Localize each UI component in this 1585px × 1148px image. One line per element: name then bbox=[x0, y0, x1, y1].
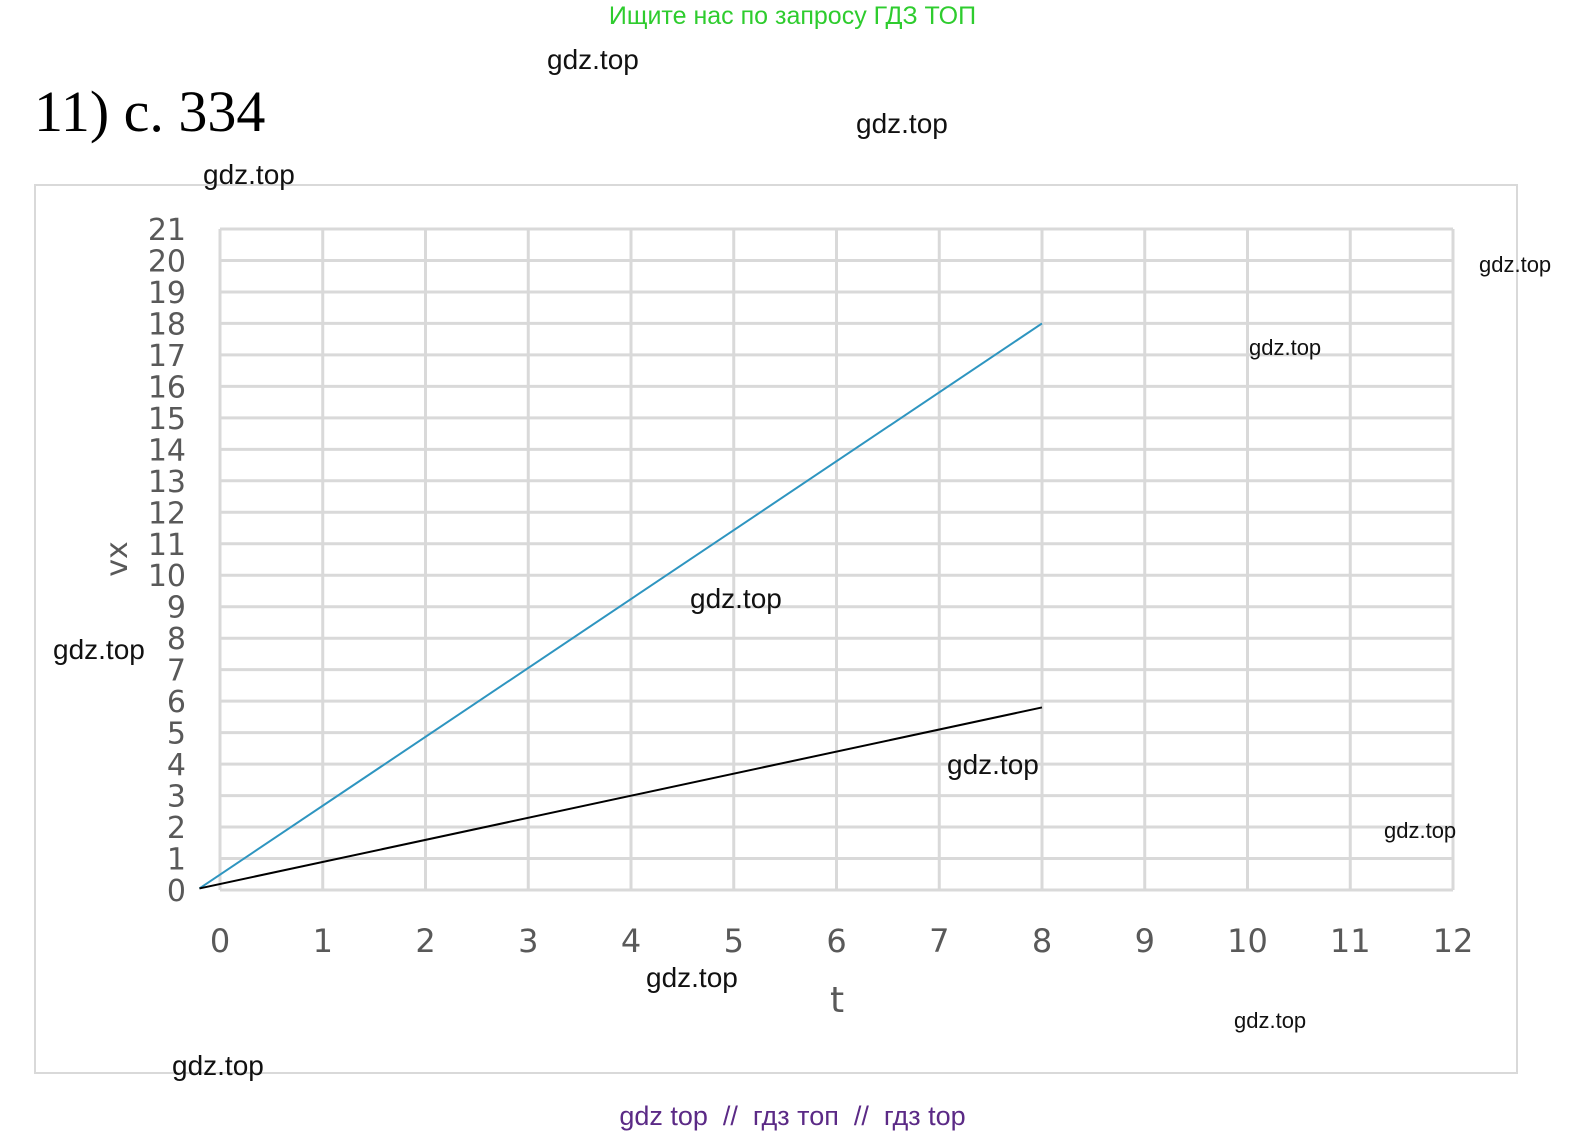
y-tick-label: 8 bbox=[167, 622, 186, 657]
y-tick-label: 6 bbox=[167, 685, 186, 720]
x-tick-label: 2 bbox=[415, 922, 435, 960]
x-tick-label: 4 bbox=[621, 922, 641, 960]
y-tick-label: 13 bbox=[148, 465, 186, 500]
watermark: gdz.top bbox=[203, 159, 295, 190]
watermark: gdz.top bbox=[1479, 252, 1552, 277]
y-tick-label: 18 bbox=[148, 307, 186, 342]
y-tick-label: 14 bbox=[148, 433, 186, 468]
x-axis-title: t bbox=[830, 980, 844, 1021]
y-tick-label: 7 bbox=[167, 654, 186, 689]
watermark: gdz.top bbox=[53, 634, 145, 665]
watermark: gdz.top bbox=[856, 108, 948, 139]
x-tick-label: 1 bbox=[313, 922, 333, 960]
watermark: gdz.top bbox=[947, 749, 1039, 780]
watermark: gdz.top bbox=[547, 44, 639, 75]
x-tick-label: 6 bbox=[826, 922, 846, 960]
y-tick-label: 4 bbox=[167, 748, 186, 783]
y-tick-label: 1 bbox=[167, 843, 186, 878]
series-line-2 bbox=[199, 706, 1043, 890]
y-tick-label: 10 bbox=[148, 559, 186, 594]
y-tick-label: 21 bbox=[148, 213, 186, 248]
x-tick-label: 10 bbox=[1227, 922, 1268, 960]
x-tick-label: 9 bbox=[1135, 922, 1155, 960]
y-tick-label: 3 bbox=[167, 780, 186, 815]
y-tick-label: 0 bbox=[167, 874, 186, 909]
watermark: gdz.top bbox=[1249, 335, 1322, 360]
watermark: gdz.top bbox=[1234, 1008, 1307, 1033]
x-tick-label: 0 bbox=[210, 922, 230, 960]
y-tick-label: 5 bbox=[167, 717, 186, 752]
x-tick-label: 11 bbox=[1330, 922, 1371, 960]
y-tick-label: 11 bbox=[148, 528, 186, 563]
y-tick-label: 9 bbox=[167, 591, 186, 626]
y-tick-label: 17 bbox=[148, 339, 186, 374]
y-axis-title: vx bbox=[100, 541, 135, 577]
y-tick-label: 12 bbox=[148, 496, 186, 531]
series-line-1 bbox=[198, 322, 1043, 890]
chart-frame bbox=[34, 184, 1518, 1074]
y-tick-label: 16 bbox=[148, 370, 186, 405]
y-tick-label: 20 bbox=[148, 244, 186, 279]
watermark: gdz.top bbox=[646, 962, 738, 993]
watermark: gdz.top bbox=[690, 583, 782, 614]
x-tick-label: 5 bbox=[724, 922, 744, 960]
watermark: gdz.top bbox=[172, 1050, 264, 1081]
x-tick-label: 8 bbox=[1032, 922, 1052, 960]
y-tick-label: 19 bbox=[148, 276, 186, 311]
search-hint-banner: Ищите нас по запросу ГДЗ ТОП bbox=[608, 2, 977, 30]
x-tick-label: 7 bbox=[929, 922, 949, 960]
y-tick-label: 15 bbox=[148, 402, 186, 437]
x-tick-label: 3 bbox=[518, 922, 538, 960]
y-tick-label: 2 bbox=[167, 811, 186, 846]
footer-watermark: gdz top // гдз топ // гдз top bbox=[619, 1101, 966, 1131]
task-number-heading: 11) с. 334 bbox=[34, 79, 266, 144]
x-tick-label: 12 bbox=[1433, 922, 1474, 960]
watermark: gdz.top bbox=[1384, 818, 1457, 843]
